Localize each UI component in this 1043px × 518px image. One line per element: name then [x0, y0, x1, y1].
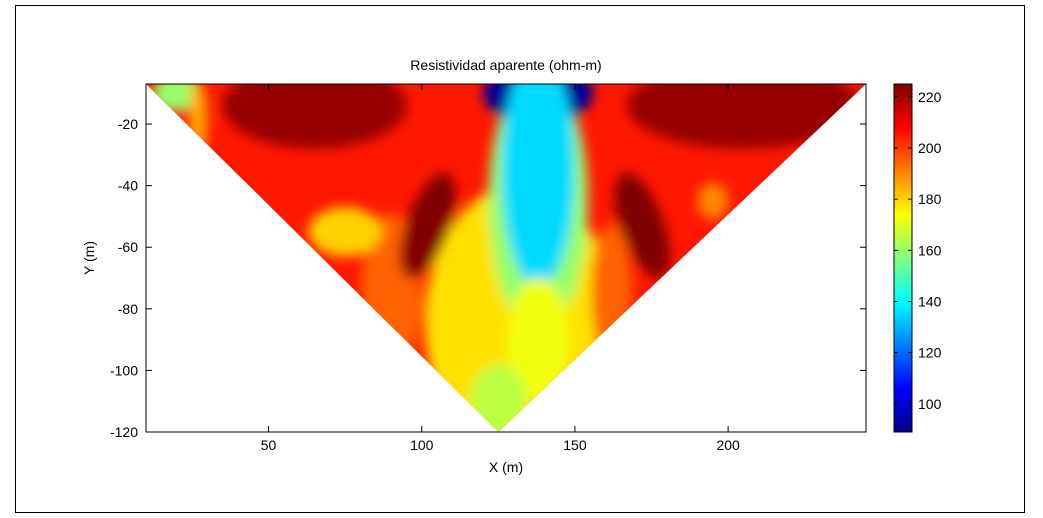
- field-anomaly: [627, 84, 860, 149]
- x-axis-label: X (m): [489, 459, 523, 475]
- plot-area: 50 100 150 200 -20 -40 -60 -80 -100 -120: [110, 83, 867, 453]
- x-tick-label: 100: [410, 437, 434, 453]
- colorbar-tick-label: 220: [918, 89, 942, 105]
- colorbar-tick-label: 140: [918, 294, 942, 310]
- y-tick-label: -20: [118, 116, 138, 132]
- y-tick-label: -80: [118, 301, 138, 317]
- x-tick-label: 200: [716, 437, 740, 453]
- colorbar-tick-label: 100: [918, 396, 942, 412]
- x-tick-label: 150: [563, 437, 587, 453]
- chart-title: Resistividad aparente (ohm-m): [410, 57, 601, 73]
- y-tick-label: -120: [110, 424, 138, 440]
- x-axis: 50 100 150 200: [261, 84, 740, 453]
- colorbar-tick-label: 160: [918, 242, 942, 258]
- colorbar-ticks: 100 120 140 160 180 200 220: [894, 89, 942, 412]
- field-anomaly: [188, 84, 208, 155]
- y-axis-label: Y (m): [81, 241, 97, 275]
- colorbar-tick-label: 180: [918, 191, 942, 207]
- x-tick-label: 50: [261, 437, 277, 453]
- y-tick-label: -60: [118, 239, 138, 255]
- y-axis: -20 -40 -60 -80 -100 -120: [110, 116, 866, 440]
- field-region: [591, 223, 632, 364]
- field-anomaly: [222, 84, 407, 149]
- field-anomaly: [400, 173, 456, 279]
- y-tick-label: -100: [110, 362, 138, 378]
- field-anomaly: [697, 182, 729, 220]
- field-anomaly: [308, 207, 382, 257]
- colorbar-tick-label: 200: [918, 140, 942, 156]
- colorbar-tick-label: 120: [918, 345, 942, 361]
- resistivity-field: [146, 84, 866, 432]
- field-anomaly: [501, 84, 575, 288]
- y-tick-label: -40: [118, 178, 138, 194]
- colorbar: 100 120 140 160 180 200 220: [893, 83, 942, 433]
- figure-frame: [15, 5, 1025, 513]
- field-anomaly: [470, 364, 526, 432]
- field-anomaly: [507, 278, 569, 402]
- field-anomaly: [614, 173, 671, 279]
- axes-box: [145, 83, 867, 433]
- colorbar-gradient: [893, 83, 913, 433]
